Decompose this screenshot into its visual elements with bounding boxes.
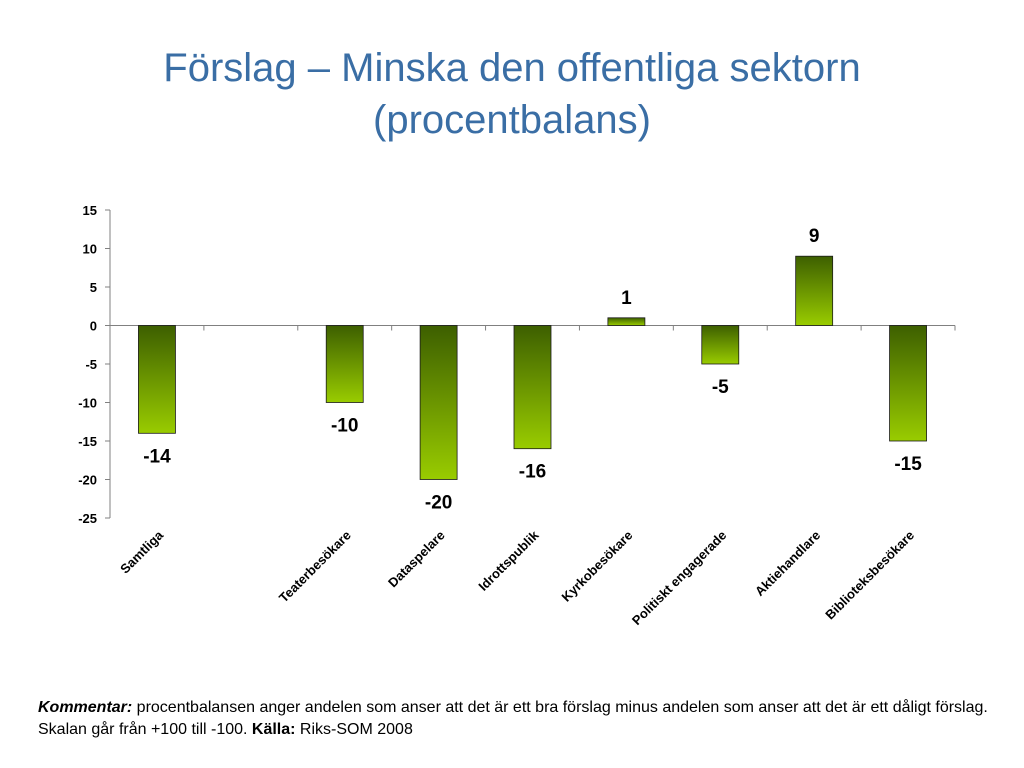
data-label: -20: [425, 493, 452, 514]
bar: [513, 325, 552, 450]
bar: [138, 325, 176, 434]
y-tick-label: -15: [78, 434, 97, 449]
category-label: Samtliga: [117, 527, 166, 576]
category-label: Teaterbesökare: [276, 528, 354, 606]
slide-title-line1: Förslag – Minska den offentliga sektorn: [163, 46, 861, 90]
y-tick-label: 0: [90, 319, 97, 334]
data-label: 9: [809, 226, 820, 247]
category-label: Idrottspublik: [475, 527, 542, 594]
data-label: -10: [331, 416, 358, 437]
bar: [795, 255, 834, 326]
slide-title: Förslag – Minska den offentliga sektorn …: [0, 42, 1024, 146]
bar: [607, 317, 646, 326]
slide-title-line2: (procentbalans): [373, 98, 651, 142]
bar: [889, 325, 927, 442]
source-label: Källa:: [251, 721, 296, 738]
category-label: Kyrkobesökare: [558, 528, 635, 605]
category-label: Biblioteksbesökare: [822, 528, 917, 623]
data-label: -16: [519, 462, 546, 483]
comment-note: Kommentar: procentbalansen anger andelen…: [38, 697, 998, 741]
y-tick-label: 10: [83, 242, 97, 257]
data-label: -15: [894, 454, 922, 475]
comment-text: procentbalansen anger andelen som anser …: [38, 699, 988, 738]
y-tick-label: -5: [85, 357, 97, 372]
data-label: -14: [143, 446, 171, 467]
category-label: Politiskt engagerade: [629, 528, 730, 629]
bar-chart: 15 10 5 0 -5 -10 -15 -20 -25 -14 Samtliga -10 Teater…: [78, 203, 956, 629]
comment-label: Kommentar:: [38, 699, 133, 716]
y-tick-label: -20: [78, 473, 97, 488]
data-label: 1: [621, 288, 632, 309]
bar: [419, 325, 458, 480]
y-tick-label: -25: [78, 511, 97, 526]
category-label: Aktiehandlare: [752, 528, 823, 599]
bar: [325, 325, 364, 403]
y-tick-label: -10: [78, 396, 97, 411]
category-label: Dataspelare: [385, 528, 448, 591]
source-text: Riks-SOM 2008: [295, 721, 413, 738]
data-label: -5: [712, 377, 729, 398]
bar: [701, 325, 740, 365]
y-tick-label: 5: [90, 280, 97, 295]
y-tick-label: 15: [83, 203, 97, 218]
